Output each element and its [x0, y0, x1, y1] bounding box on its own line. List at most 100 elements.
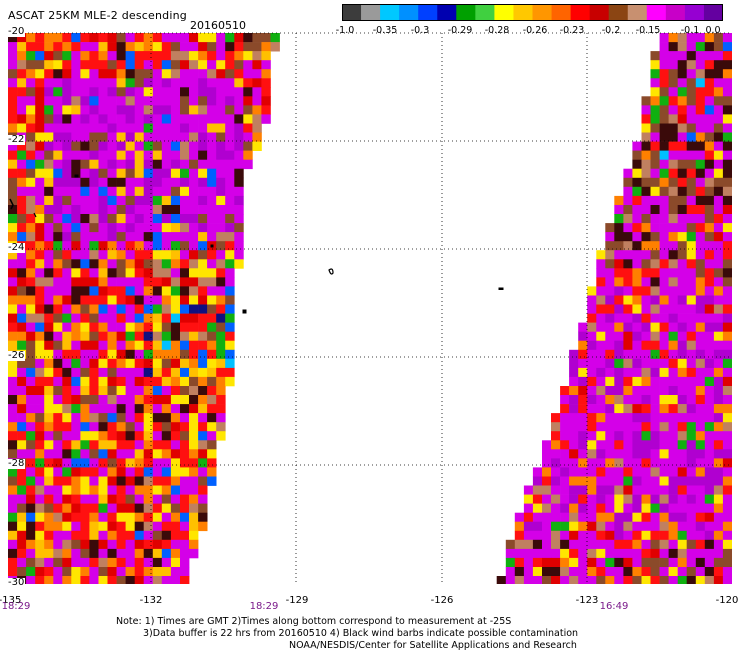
ascat-cell — [53, 259, 63, 269]
ascat-cell — [189, 431, 199, 441]
ascat-cell — [107, 404, 117, 414]
ascat-cell — [216, 150, 226, 160]
ascat-cell — [35, 259, 45, 269]
ascat-cell — [80, 241, 90, 251]
ascat-cell — [152, 232, 163, 242]
ascat-cell — [641, 367, 651, 378]
ascat-cell — [225, 259, 235, 269]
ascat-cell — [134, 386, 145, 396]
ascat-cell — [261, 87, 271, 97]
ascat-cell — [161, 105, 172, 115]
ascat-cell — [713, 186, 724, 197]
ascat-cell — [578, 386, 588, 396]
colorbar-border — [342, 4, 723, 21]
ascat-cell — [26, 530, 36, 541]
ascat-cell — [569, 567, 579, 577]
ascat-cell — [722, 268, 732, 278]
ascat-cell — [695, 476, 706, 486]
ascat-cell — [98, 422, 108, 432]
ascat-cell — [98, 503, 108, 513]
ascat-cell — [650, 367, 660, 378]
ascat-cell — [614, 268, 624, 278]
ascat-cell — [189, 123, 199, 133]
ascat-cell — [659, 367, 669, 378]
ascat-cell — [605, 485, 615, 495]
ascat-cell — [659, 250, 669, 260]
ascat-cell — [8, 404, 18, 414]
swath-time-label: 18:29 — [1, 601, 31, 612]
ascat-cell — [623, 386, 633, 396]
ascat-cell — [695, 114, 706, 124]
ascat-cell — [152, 159, 163, 170]
ascat-cell — [44, 548, 54, 559]
ascat-cell — [53, 78, 63, 88]
ascat-cell — [116, 376, 126, 387]
map-area[interactable] — [8, 33, 732, 584]
ascat-cell — [125, 141, 135, 151]
ascat-cell — [551, 539, 561, 550]
ascat-cell — [677, 259, 688, 269]
ascat-cell — [98, 205, 108, 215]
ascat-cell — [207, 386, 217, 396]
ascat-cell — [605, 232, 615, 242]
ascat-cell — [216, 358, 226, 369]
ascat-cell — [89, 422, 99, 432]
ascat-cell — [722, 87, 732, 97]
ascat-cell — [189, 214, 199, 224]
ascat-cell — [704, 259, 715, 269]
ascat-cell — [62, 42, 72, 52]
ascat-cell — [80, 576, 90, 584]
ascat-cell — [152, 177, 163, 188]
ascat-cell — [134, 286, 145, 296]
ascat-cell — [641, 322, 651, 332]
ascat-cell — [134, 214, 145, 224]
ascat-cell — [605, 576, 615, 584]
ascat-cell — [107, 539, 117, 550]
ascat-cell — [80, 286, 90, 296]
ascat-cell — [44, 440, 54, 450]
ascat-cell — [26, 250, 36, 260]
ascat-cell — [53, 177, 63, 188]
ascat-cell — [134, 503, 145, 513]
ascat-cell — [8, 476, 18, 486]
ascat-cell — [677, 123, 688, 133]
ascat-cell — [686, 205, 697, 215]
ascat-cell — [578, 449, 588, 459]
ascat-cell — [623, 503, 633, 513]
ascat-cell — [722, 458, 732, 468]
ascat-cell — [551, 467, 561, 477]
ascat-cell — [578, 358, 588, 369]
ascat-cell — [107, 114, 117, 124]
ascat-cell — [170, 458, 181, 468]
ascat-cell — [80, 195, 90, 206]
ascat-cell — [170, 431, 181, 441]
ascat-cell — [587, 286, 597, 296]
ascat-cell — [234, 223, 244, 233]
ascat-cell — [695, 386, 706, 396]
ascat-cell — [225, 168, 235, 179]
ascat-cell — [180, 557, 190, 568]
ascat-cell — [659, 340, 669, 351]
ascat-cell — [641, 159, 651, 170]
ascat-cell — [243, 114, 253, 124]
ascat-cell — [650, 476, 660, 486]
ascat-cell — [125, 87, 135, 97]
ascat-cell — [641, 259, 651, 269]
ascat-cell — [198, 259, 208, 269]
ascat-cell — [641, 295, 651, 305]
ascat-cell — [80, 150, 90, 160]
ascat-cell — [234, 123, 244, 133]
ascat-cell — [71, 205, 81, 215]
ascat-cell — [134, 123, 145, 133]
ascat-cell — [143, 422, 154, 432]
ascat-cell — [650, 494, 660, 504]
ascat-cell — [125, 449, 135, 459]
ascat-cell — [704, 576, 715, 584]
ascat-cell — [143, 476, 154, 486]
ascat-cell — [704, 395, 715, 405]
ascat-cell — [560, 530, 570, 541]
ascat-cell — [695, 331, 706, 342]
ascat-cell — [180, 42, 190, 52]
ascat-cell — [89, 159, 99, 170]
ascat-cell — [116, 250, 126, 260]
